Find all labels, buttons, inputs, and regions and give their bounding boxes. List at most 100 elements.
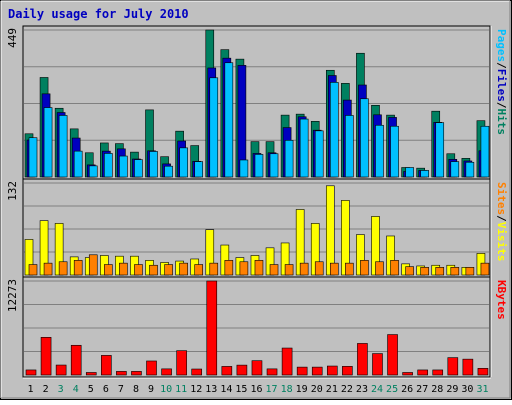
bar-kbytes xyxy=(206,280,218,376)
bar-pages xyxy=(194,161,204,178)
bar-sites xyxy=(104,264,113,276)
legend-text-part: KBytes xyxy=(495,280,508,320)
bar-sites xyxy=(134,264,143,276)
bar-pages xyxy=(119,155,128,178)
bar-pages xyxy=(329,82,339,178)
legend-text-part: Visits xyxy=(495,222,508,262)
x-tick-label: 12 xyxy=(190,384,202,395)
panel-hits: 449 Pages/Files/Hits xyxy=(6,25,508,181)
x-tick-label: 30 xyxy=(461,384,473,395)
bar-sites xyxy=(254,260,264,276)
bar-pages xyxy=(375,124,384,178)
panel-kbytes: 12273 KBytes xyxy=(6,276,508,379)
bar-sites xyxy=(164,264,173,276)
bar-kbytes xyxy=(387,334,398,376)
series-legend-label: Pages/Files/Hits xyxy=(495,29,508,135)
x-tick-label: 15 xyxy=(235,384,247,395)
bar-kbytes xyxy=(236,364,248,376)
x-tick-label: 3 xyxy=(58,384,64,395)
bar-kbytes xyxy=(191,368,203,376)
bar-kbytes xyxy=(462,358,474,376)
bar-kbytes xyxy=(372,353,383,376)
bar-pages xyxy=(209,77,219,178)
bar-pages xyxy=(450,161,460,178)
x-tick-label: 11 xyxy=(175,384,187,395)
x-tick-label: 26 xyxy=(401,384,413,395)
bar-sites xyxy=(314,261,324,276)
bar-kbytes xyxy=(357,343,368,376)
bar-sites xyxy=(149,264,158,276)
bar-pages xyxy=(239,159,249,178)
x-tick-label: 8 xyxy=(133,384,139,395)
bar-sites xyxy=(73,260,83,276)
bar-pages xyxy=(149,151,158,178)
bar-kbytes xyxy=(281,347,293,376)
series-legend-label: KBytes xyxy=(495,280,508,320)
bar-pages xyxy=(299,118,309,178)
bar-kbytes xyxy=(296,366,308,376)
x-tick-label: 23 xyxy=(356,384,368,395)
x-tick-label: 31 xyxy=(476,384,488,395)
legend-text-part: Hits xyxy=(495,109,508,136)
bar-pages xyxy=(405,167,414,178)
bar-kbytes xyxy=(176,350,187,376)
series-legend-label: Sites/Visits xyxy=(495,182,508,262)
bar-pages xyxy=(43,107,53,178)
bar-pages xyxy=(465,161,475,178)
bar-pages xyxy=(390,125,399,178)
bar-pages xyxy=(104,153,113,178)
bar-kbytes xyxy=(251,360,263,376)
legend-text-part: / xyxy=(495,215,508,222)
bar-sites xyxy=(360,260,369,276)
y-max-label: 12273 xyxy=(6,279,19,312)
x-tick-label: 21 xyxy=(326,384,338,395)
x-tick-label: 1 xyxy=(28,384,34,395)
legend-text-part: / xyxy=(495,102,508,109)
y-max-label: 132 xyxy=(6,181,19,201)
bar-sites xyxy=(119,262,128,276)
bar-kbytes xyxy=(417,369,428,376)
legend-text-part: / xyxy=(495,62,508,69)
bar-pages xyxy=(73,150,83,178)
x-tick-label: 10 xyxy=(160,384,172,395)
bar-kbytes xyxy=(432,369,444,376)
bar-sites xyxy=(58,261,68,276)
y-max-label: 449 xyxy=(6,28,19,48)
chart-title: Daily usage for July 2010 xyxy=(8,7,189,21)
bar-pages xyxy=(134,159,143,178)
bar-pages xyxy=(314,130,324,178)
bar-kbytes xyxy=(40,337,52,376)
bar-kbytes xyxy=(477,368,489,376)
x-tick-label: 14 xyxy=(220,384,232,395)
bar-pages xyxy=(58,115,68,178)
x-tick-label: 18 xyxy=(281,384,293,395)
x-tick-label: 13 xyxy=(205,384,217,395)
x-tick-label: 9 xyxy=(148,384,154,395)
bar-sites xyxy=(239,261,249,276)
bar-kbytes xyxy=(402,372,413,376)
bar-kbytes xyxy=(85,372,97,376)
bar-sites xyxy=(480,262,490,276)
bar-visits xyxy=(325,185,335,276)
bar-kbytes xyxy=(131,371,142,376)
x-tick-label: 27 xyxy=(416,384,428,395)
x-tick-label: 25 xyxy=(386,384,398,395)
bar-pages xyxy=(345,115,354,178)
bar-kbytes xyxy=(146,360,157,376)
bar-sites xyxy=(194,264,204,276)
bar-sites xyxy=(405,266,414,276)
bar-sites xyxy=(329,262,339,276)
bar-sites xyxy=(88,254,98,276)
bar-kbytes xyxy=(266,368,278,376)
x-tick-label: 20 xyxy=(311,384,323,395)
bar-sites xyxy=(299,262,309,276)
bar-kbytes xyxy=(311,366,323,376)
bar-pages xyxy=(420,170,429,178)
x-tick-label: 4 xyxy=(73,384,79,395)
bar-sites xyxy=(465,267,475,276)
x-tick-label: 16 xyxy=(250,384,262,395)
x-tick-label: 24 xyxy=(371,384,383,395)
bar-pages xyxy=(435,122,445,178)
